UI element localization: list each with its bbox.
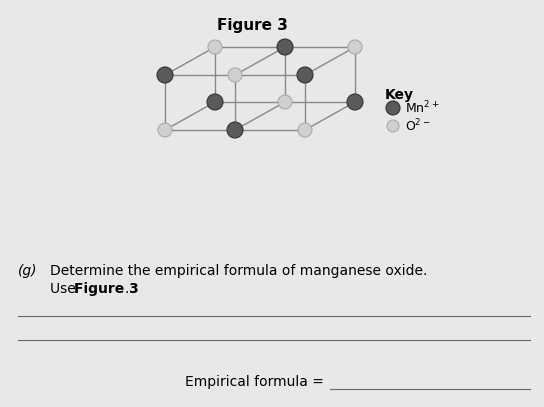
Text: .: . xyxy=(124,282,128,296)
Circle shape xyxy=(386,101,400,115)
Text: Figure 3: Figure 3 xyxy=(217,18,287,33)
Text: Use: Use xyxy=(50,282,80,296)
Text: Determine the empirical formula of manganese oxide.: Determine the empirical formula of manga… xyxy=(50,264,428,278)
Circle shape xyxy=(227,122,243,138)
Circle shape xyxy=(277,39,293,55)
Circle shape xyxy=(297,67,313,83)
Circle shape xyxy=(298,123,312,137)
Text: Mn$^{2+}$: Mn$^{2+}$ xyxy=(405,100,440,116)
Circle shape xyxy=(347,94,363,110)
Circle shape xyxy=(207,94,223,110)
Text: Key: Key xyxy=(385,88,414,102)
Text: O$^{2-}$: O$^{2-}$ xyxy=(405,118,431,134)
Circle shape xyxy=(387,120,399,132)
Circle shape xyxy=(228,68,242,82)
Text: Figure 3: Figure 3 xyxy=(74,282,139,296)
Circle shape xyxy=(157,67,173,83)
Text: Empirical formula =: Empirical formula = xyxy=(185,375,328,389)
Circle shape xyxy=(348,40,362,54)
Circle shape xyxy=(278,95,292,109)
Circle shape xyxy=(208,40,222,54)
Circle shape xyxy=(158,123,172,137)
Text: (g): (g) xyxy=(18,264,38,278)
